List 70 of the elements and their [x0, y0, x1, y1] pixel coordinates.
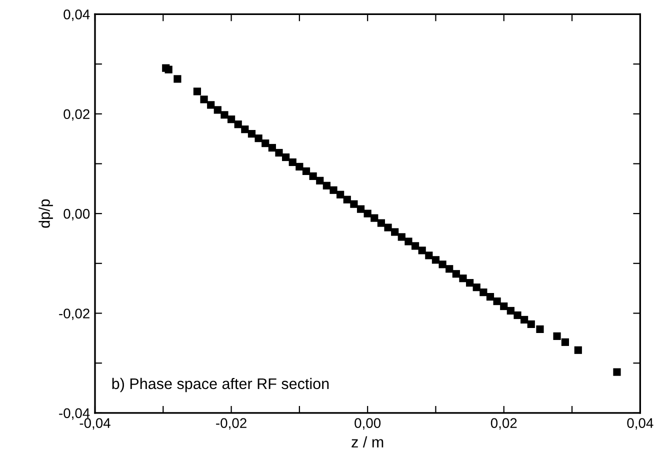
point	[234, 120, 242, 128]
annotation: b) Phase space after RF section	[112, 378, 329, 392]
point	[275, 148, 283, 157]
y-tick-label: 0,04	[64, 10, 90, 21]
point	[336, 190, 344, 198]
point	[411, 242, 420, 250]
point	[214, 106, 222, 114]
point	[220, 111, 228, 119]
x-tick-label: 0,00	[354, 418, 381, 430]
point	[296, 162, 304, 171]
x-tick-label: 0,04	[627, 418, 654, 430]
point	[480, 288, 488, 296]
point	[452, 270, 460, 278]
x-tick-label: -0,04	[80, 418, 110, 430]
point	[527, 320, 535, 328]
point	[561, 338, 569, 346]
point	[350, 200, 358, 208]
point	[520, 316, 528, 324]
point	[377, 219, 386, 227]
point	[309, 172, 317, 180]
point	[288, 158, 296, 166]
y-tick-label: -0,04	[59, 408, 90, 420]
y-tick-label: 0,00	[64, 208, 90, 220]
point	[466, 279, 474, 287]
point	[384, 224, 392, 232]
point	[370, 214, 378, 222]
point	[164, 66, 172, 74]
x-tick-label: -0,02	[216, 418, 246, 430]
point	[613, 368, 621, 376]
point	[472, 284, 480, 292]
point	[193, 88, 202, 96]
point	[364, 210, 372, 218]
point	[248, 130, 256, 138]
y-axis-title: dp/p	[38, 199, 53, 228]
point	[356, 205, 365, 213]
point	[404, 238, 412, 246]
point	[438, 260, 446, 268]
point	[493, 297, 501, 306]
point	[553, 332, 561, 340]
point	[316, 176, 324, 184]
point	[322, 182, 330, 190]
y-tick-label: 0,02	[64, 109, 90, 121]
point	[254, 134, 262, 142]
point	[514, 311, 522, 320]
point	[200, 96, 208, 104]
point	[425, 252, 433, 260]
point	[432, 256, 440, 264]
point	[343, 196, 351, 204]
point	[241, 126, 249, 134]
point	[459, 274, 467, 282]
x-tick-label: 0,02	[490, 418, 517, 430]
point	[500, 302, 508, 310]
point	[574, 346, 582, 354]
point	[207, 101, 215, 109]
point	[302, 167, 310, 175]
x-axis-title: z / m	[352, 436, 384, 448]
point	[330, 186, 338, 194]
point	[391, 228, 399, 236]
point	[227, 116, 236, 124]
point	[506, 306, 514, 315]
point	[262, 139, 270, 148]
point	[446, 265, 454, 273]
point	[486, 292, 494, 301]
point	[174, 75, 182, 83]
point	[398, 233, 406, 241]
y-tick-label: -0,02	[59, 308, 90, 320]
point	[536, 325, 544, 333]
point	[282, 153, 290, 162]
point	[418, 246, 426, 254]
point	[268, 144, 276, 152]
